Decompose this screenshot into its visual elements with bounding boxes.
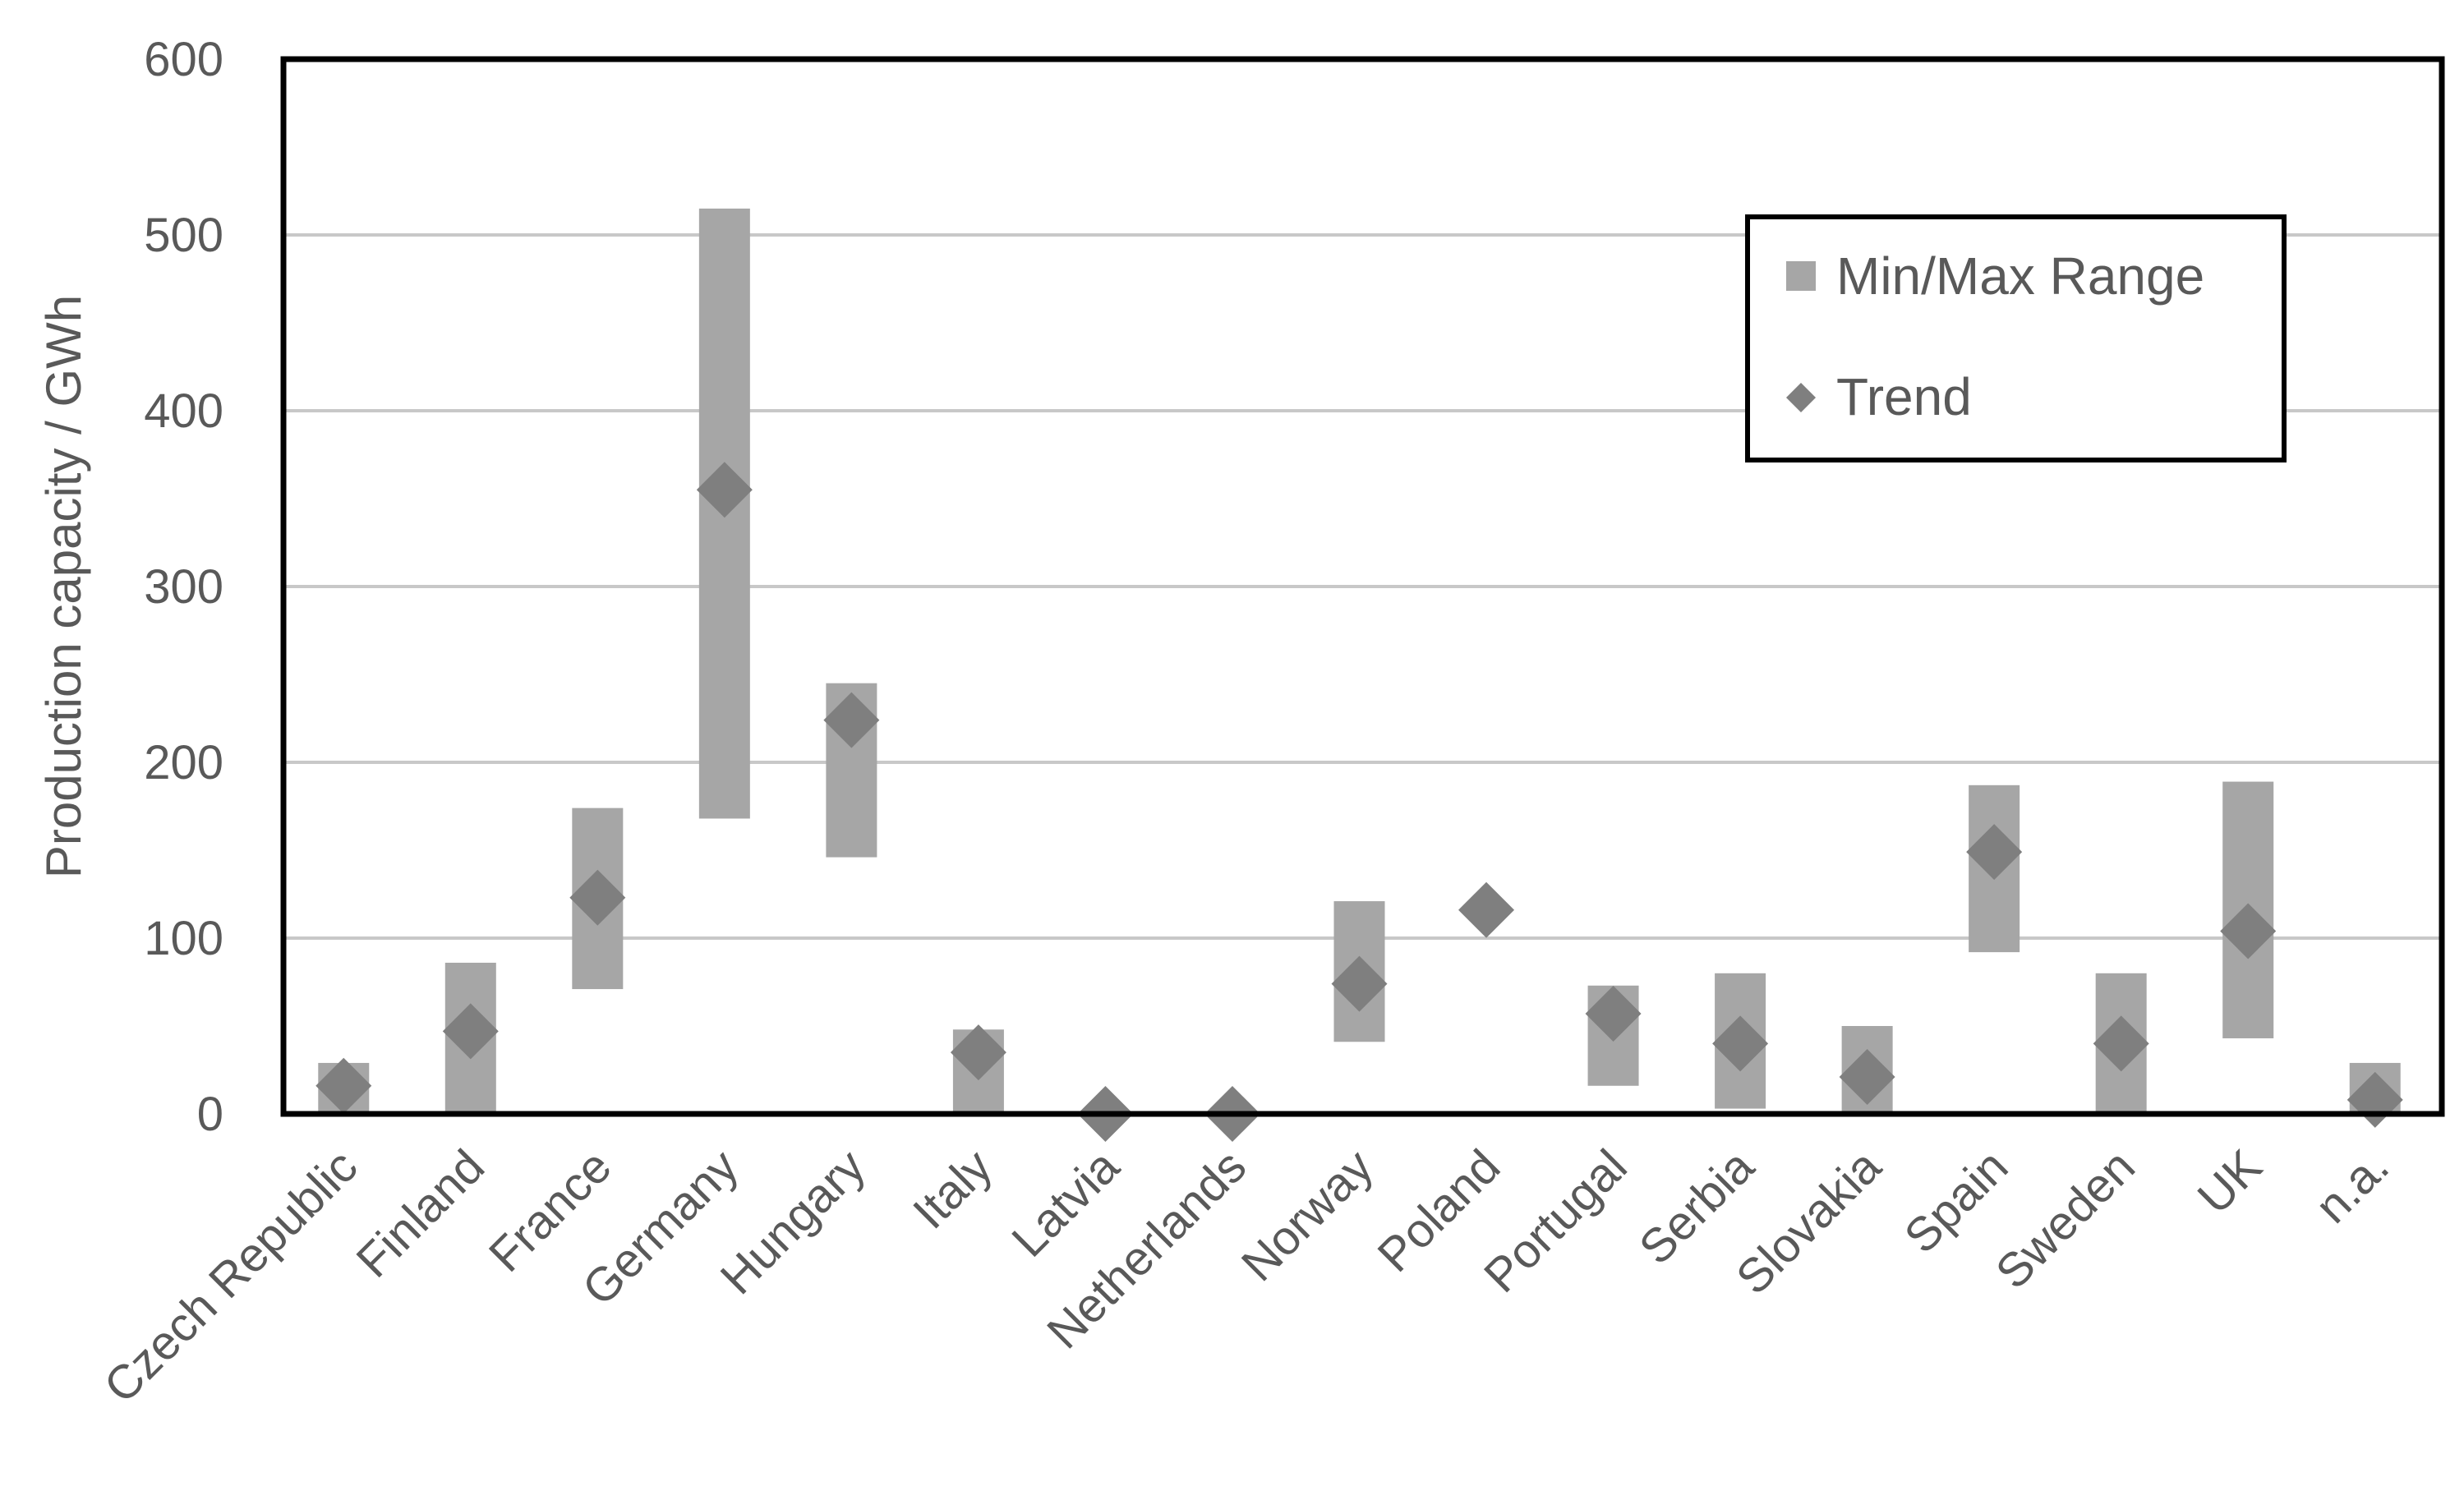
trend-marker <box>442 1003 499 1060</box>
trend-marker <box>1331 955 1388 1012</box>
x-tick-label: Norway <box>1232 1139 1384 1291</box>
x-tick-label: Czech Republic <box>94 1139 367 1413</box>
legend-range-swatch <box>1786 261 1816 291</box>
x-tick-label: Italy <box>903 1139 1002 1239</box>
trend-marker <box>2093 1015 2149 1072</box>
y-tick-label: 600 <box>144 33 223 86</box>
x-tick-label: n.a. <box>2305 1139 2399 1233</box>
plot-area-frame <box>280 56 2445 1117</box>
x-tick-label: Portugal <box>1474 1139 1637 1303</box>
y-tick-label: 400 <box>144 384 223 438</box>
y-tick-label: 200 <box>144 736 223 789</box>
legend: Min/Max Range Trend <box>1745 214 2287 462</box>
trend-marker <box>1712 1015 1769 1072</box>
y-tick-label: 100 <box>144 912 223 965</box>
x-tick-label: Slovakia <box>1726 1139 1892 1305</box>
trend-marker <box>569 869 626 926</box>
y-tick-label: 500 <box>144 209 223 262</box>
x-tick-label: UK <box>2187 1139 2272 1224</box>
trend-marker <box>823 692 880 748</box>
trend-marker <box>1839 1049 1895 1106</box>
y-tick-labels: 0 100 200 300 400 500 600 <box>144 33 223 1141</box>
legend-trend-label: Trend <box>1836 367 1972 426</box>
legend-range-label: Min/Max Range <box>1836 246 2204 306</box>
x-tick-labels: Czech RepublicFinlandFranceGermanyHungar… <box>94 1139 2399 1414</box>
y-tick-label: 300 <box>144 560 223 614</box>
x-tick-label: Finland <box>347 1139 495 1287</box>
trend-marker <box>315 1057 372 1114</box>
trend-markers <box>315 462 2403 1142</box>
x-tick-label: Spain <box>1894 1139 2018 1263</box>
legend-trend-marker <box>1786 383 1816 412</box>
legend-frame <box>1745 214 2287 462</box>
y-tick-label: 0 <box>197 1088 223 1141</box>
trend-marker <box>1585 986 1642 1042</box>
trend-marker <box>2220 903 2277 959</box>
trend-marker <box>1458 881 1515 938</box>
trend-marker <box>1966 824 2023 881</box>
trend-marker <box>950 1024 1006 1081</box>
trend-marker <box>696 462 753 518</box>
x-tick-label: Sweden <box>1986 1139 2145 1299</box>
y-axis-title: Production capacity / GWh <box>36 295 91 878</box>
